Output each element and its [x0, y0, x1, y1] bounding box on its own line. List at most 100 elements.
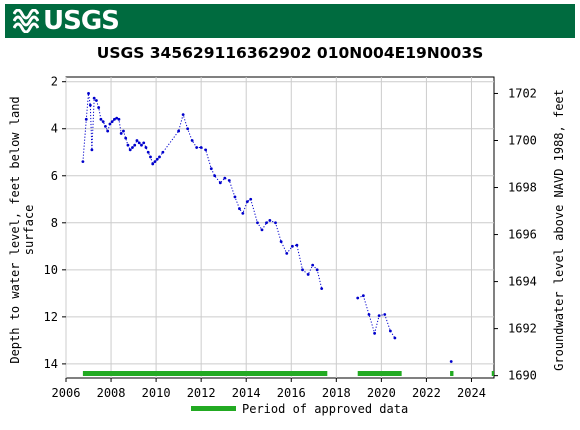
y2-axis-label: Groundwater level above NAVD 1988, feet — [552, 89, 566, 371]
data-point — [122, 129, 125, 133]
data-point — [285, 251, 289, 255]
data-point — [315, 268, 319, 272]
data-point — [110, 120, 114, 124]
data-point — [218, 181, 222, 185]
data-point — [155, 157, 159, 161]
data-point — [128, 148, 132, 152]
data-point — [153, 160, 157, 164]
data-point — [361, 294, 365, 298]
x-tick-label: 2014 — [232, 386, 261, 400]
data-point — [126, 143, 130, 147]
data-point — [367, 313, 371, 316]
approved-period-bar — [450, 371, 454, 376]
usgs-header-bar: USGS — [5, 4, 575, 38]
data-point — [146, 150, 150, 154]
y-tick-label: 10 — [44, 263, 58, 277]
data-point — [149, 155, 152, 159]
x-tick-label: 2012 — [187, 386, 216, 400]
data-point — [383, 313, 387, 316]
data-point — [133, 143, 137, 147]
y-axis-label-line1: Depth to water level, feet below land — [8, 96, 22, 363]
y-axis-ticks: 2 4 6 8 10 12 14 — [44, 75, 66, 371]
approved-period-bar — [357, 371, 402, 376]
data-point — [81, 160, 85, 164]
data-point — [88, 103, 92, 107]
data-point — [135, 139, 139, 142]
y2-tick-label: 1694 — [508, 275, 537, 289]
y2-axis-ticks: 1690 1692 1694 1696 1698 1700 1702 — [494, 86, 537, 383]
x-tick-label: 2008 — [97, 386, 126, 400]
grid-lines — [65, 77, 494, 378]
data-point — [113, 117, 116, 121]
data-point — [274, 221, 277, 225]
y2-tick-label: 1702 — [508, 86, 537, 100]
data-point — [195, 146, 199, 149]
data-point — [320, 287, 324, 291]
y2-tick-label: 1698 — [508, 181, 537, 195]
plot-area — [65, 76, 495, 379]
legend-swatch — [191, 406, 236, 411]
data-point — [204, 148, 208, 152]
legend-label: Period of approved data — [242, 402, 408, 416]
data-point — [95, 99, 98, 102]
data-point — [144, 146, 148, 149]
data-point — [388, 329, 392, 333]
usgs-logo: USGS — [13, 6, 120, 36]
data-point — [233, 195, 237, 199]
x-tick-label: 2024 — [457, 386, 486, 400]
y2-tick-label: 1692 — [508, 322, 537, 336]
usgs-wave-icon — [13, 9, 39, 33]
data-point — [260, 228, 264, 232]
approved-period-bar — [491, 371, 494, 376]
data-point — [90, 148, 94, 152]
data-point — [119, 132, 123, 135]
y-tick-label: 2 — [51, 75, 58, 89]
data-point — [199, 146, 203, 149]
y2-tick-label: 1690 — [508, 369, 537, 383]
y-tick-label: 14 — [44, 357, 58, 371]
data-point — [137, 141, 141, 145]
y-tick-label: 6 — [51, 169, 58, 183]
data-point — [256, 221, 259, 225]
x-tick-label: 2022 — [412, 386, 441, 400]
data-point — [124, 136, 128, 140]
data-point — [190, 139, 194, 142]
usgs-logo-text: USGS — [43, 6, 120, 36]
data-point — [245, 200, 249, 204]
x-tick-label: 2020 — [367, 386, 396, 400]
data-point — [186, 127, 190, 131]
x-tick-label: 2006 — [52, 386, 81, 400]
y-tick-label: 12 — [44, 310, 58, 324]
y-tick-label: 4 — [51, 122, 58, 136]
x-tick-label: 2010 — [142, 386, 171, 400]
data-point — [268, 219, 272, 222]
data-point — [181, 113, 185, 117]
data-point — [108, 122, 112, 126]
data-point — [158, 155, 161, 159]
data-point — [227, 179, 231, 182]
y2-tick-label: 1696 — [508, 228, 537, 242]
data-point — [92, 96, 96, 100]
data-point — [249, 197, 253, 201]
data-series — [81, 92, 453, 363]
data-point — [356, 296, 360, 300]
y-tick-label: 8 — [51, 216, 58, 230]
data-point — [87, 92, 90, 95]
x-axis-ticks: 2006 2008 2010 2012 2014 2016 2018 2020 2022 2024 — [52, 378, 486, 400]
data-point — [104, 124, 107, 128]
data-point — [449, 360, 453, 363]
x-tick-label: 2018 — [322, 386, 351, 400]
data-point — [311, 263, 315, 267]
data-point — [301, 268, 304, 272]
data-point — [377, 314, 381, 318]
data-point — [101, 120, 105, 124]
data-point — [151, 162, 155, 166]
data-point — [84, 117, 88, 121]
data-point — [238, 207, 241, 211]
data-point — [97, 106, 101, 109]
y2-tick-label: 1700 — [508, 133, 537, 147]
approved-periods — [82, 371, 494, 376]
data-point — [106, 129, 110, 133]
data-point — [295, 243, 299, 247]
